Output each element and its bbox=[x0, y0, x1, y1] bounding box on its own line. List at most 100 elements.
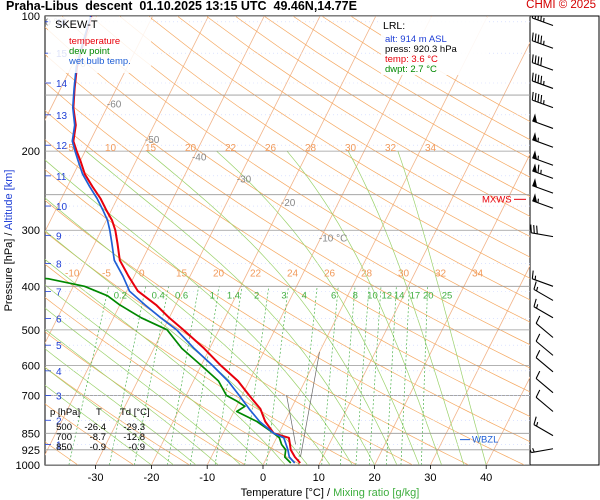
wind-barb-pennant bbox=[532, 163, 538, 173]
dry-adiabat-label: -5 bbox=[65, 143, 74, 154]
plot-area: -80 °C-70-60-50-40-30-20-10 °C-510152022… bbox=[45, 16, 530, 465]
isotherm-label: -10 °C bbox=[319, 234, 347, 245]
dry-adiabat-label: 20 bbox=[213, 268, 225, 279]
pressure-tick-label: 700 bbox=[22, 390, 40, 402]
wind-barb-full bbox=[535, 349, 541, 358]
isotherm-label: -40 bbox=[192, 153, 207, 164]
wind-barb-full bbox=[535, 389, 541, 398]
pressure-tick-label: 100 bbox=[22, 11, 40, 23]
levels-table-cell: -26.4 bbox=[84, 422, 106, 433]
wind-barb-pennant bbox=[532, 178, 538, 188]
temperature-tick-label: 20 bbox=[368, 472, 380, 484]
wind-barb-full bbox=[531, 91, 534, 101]
altitude-tick-label: 4 bbox=[56, 367, 62, 378]
pressure-tick-label: 500 bbox=[22, 325, 40, 337]
mixing-ratio-label: 1 bbox=[210, 290, 215, 301]
pressure-tick-label: 400 bbox=[22, 281, 40, 293]
wind-barb-shaft bbox=[535, 396, 554, 412]
parcel-guide-line bbox=[300, 351, 320, 458]
temperature-tick-label: -10 bbox=[199, 472, 215, 484]
series-wet-bulb-temp- bbox=[71, 16, 296, 464]
wind-barb-shaft bbox=[535, 340, 554, 356]
wind-barb-half bbox=[532, 448, 535, 453]
wind-barb-full bbox=[537, 74, 540, 84]
pressure-tick-label: 200 bbox=[22, 146, 40, 158]
x-axis-mixing-ratio-label: Mixing ratio [g/kg] bbox=[333, 487, 419, 499]
legend-item: wet bulb temp. bbox=[68, 56, 131, 67]
x-axis-title: Temperature [°C] / Mixing ratio [g/kg] bbox=[241, 487, 420, 499]
dry-adiabat-label: 32 bbox=[435, 268, 447, 279]
wind-barb-full bbox=[537, 34, 540, 43]
mixing-ratio-label: 0.6 bbox=[175, 290, 188, 301]
dry-adiabat-label: 22 bbox=[225, 143, 237, 154]
wind-barb-full bbox=[533, 281, 537, 290]
altitude-tick-label: 12 bbox=[56, 141, 68, 152]
dry-adiabat-label: 22 bbox=[250, 268, 262, 279]
wind-barb-full bbox=[534, 55, 537, 64]
mixing-ratio-label: 0.4 bbox=[152, 290, 165, 301]
levels-table-header: T bbox=[96, 407, 102, 418]
levels-table-cell: 700 bbox=[56, 432, 72, 443]
isotherm-line bbox=[151, 16, 377, 465]
wind-barb-full bbox=[533, 416, 537, 425]
legend-item: temperature bbox=[69, 36, 120, 47]
temperature-tick-label: 0 bbox=[260, 472, 266, 484]
altitude-tick-label: 1 bbox=[56, 440, 62, 451]
wind-barb-full bbox=[537, 93, 540, 103]
altitude-tick-label: 13 bbox=[56, 111, 68, 122]
isotherm-line bbox=[45, 16, 154, 233]
levels-table: p [hPa] T Td [°C] 500 -26.4 -29.3 700 -8.7 -12.8… bbox=[50, 407, 150, 453]
mixing-ratio-label: 1.4 bbox=[227, 290, 240, 301]
lrl-box-background bbox=[381, 17, 487, 75]
station-name: Praha-Libus bbox=[6, 0, 79, 13]
wind-barb-full bbox=[540, 16, 542, 22]
wind-barb-full bbox=[534, 73, 537, 83]
legend-item: dew point bbox=[69, 46, 110, 57]
sounding-phase: descent bbox=[85, 0, 133, 13]
mixing-ratio-label: 10 bbox=[367, 290, 378, 301]
altitude-tick-label: 6 bbox=[56, 315, 62, 326]
wind-barb-pennant bbox=[532, 113, 538, 123]
wind-barb-full bbox=[530, 224, 532, 233]
wind-barb-full bbox=[540, 35, 543, 44]
wind-barb-full bbox=[533, 225, 535, 234]
lrl-line: alt: 914 m ASL bbox=[385, 34, 447, 45]
levels-table-cell: -0.9 bbox=[129, 442, 145, 453]
mixing-ratio-label: 17 bbox=[410, 290, 421, 301]
wind-barb-full bbox=[536, 225, 538, 234]
pressure-tick-label: 600 bbox=[22, 360, 40, 372]
isotherm-line bbox=[45, 16, 265, 456]
wind-barb-half bbox=[536, 304, 539, 309]
wind-barb-pennant bbox=[532, 150, 538, 160]
mixing-ratio-label: 20 bbox=[423, 290, 434, 301]
wind-barb-full bbox=[537, 16, 539, 21]
mixing-ratio-line bbox=[355, 286, 370, 465]
altitude-tick-label: 11 bbox=[56, 172, 67, 183]
lrl-line: dwpt: 2.7 °C bbox=[385, 64, 437, 75]
pressure-tick-label: 300 bbox=[22, 225, 40, 237]
altitude-tick-label: 3 bbox=[56, 391, 62, 402]
sounding-coords: 49.46N,14.77E bbox=[273, 0, 357, 13]
mixing-ratio-label: 12 bbox=[382, 290, 393, 301]
isotherm-label: -50 bbox=[145, 135, 160, 146]
wind-barb-full bbox=[535, 370, 541, 379]
temperature-tick-label: 30 bbox=[424, 472, 436, 484]
wind-barb-half bbox=[536, 286, 539, 292]
mixing-ratio-line bbox=[297, 286, 318, 465]
wind-barb-shaft bbox=[532, 80, 554, 89]
dry-adiabat-label: 26 bbox=[265, 143, 277, 154]
wind-barb-full bbox=[535, 333, 541, 342]
pressure-tick-label: 1000 bbox=[16, 460, 40, 472]
mixing-ratio-line bbox=[420, 286, 428, 465]
isotherm-line bbox=[95, 16, 321, 465]
wind-barb-shaft bbox=[533, 424, 554, 437]
dry-adiabat-label: 32 bbox=[385, 143, 397, 154]
y-axis-separator: / bbox=[3, 230, 15, 239]
series-temperature bbox=[72, 16, 301, 464]
wind-barb-full bbox=[537, 164, 540, 174]
dry-adiabat-label: 10 bbox=[105, 143, 117, 154]
temperature-tick-label: -30 bbox=[88, 472, 104, 484]
wind-barb-shaft bbox=[531, 232, 554, 238]
levels-table-cell: -29.3 bbox=[123, 422, 145, 433]
